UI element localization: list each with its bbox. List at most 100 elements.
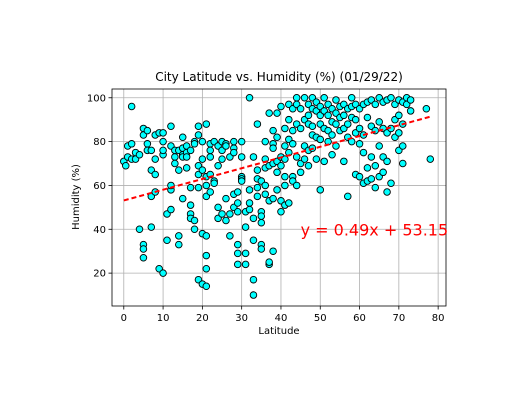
data-point [387, 179, 395, 188]
data-point [367, 153, 376, 161]
data-point [395, 129, 403, 137]
data-point [249, 291, 258, 299]
data-point [182, 164, 191, 172]
data-point [139, 254, 148, 262]
data-point [210, 179, 218, 188]
data-point [277, 161, 285, 170]
data-point [281, 124, 289, 133]
data-point [222, 216, 230, 225]
data-point [316, 186, 325, 194]
data-point [344, 120, 352, 128]
data-point [186, 146, 195, 155]
data-point [422, 104, 431, 113]
data-point [257, 212, 266, 220]
data-point [281, 155, 289, 163]
data-point [273, 133, 281, 141]
x-tick-label: 60 [353, 313, 366, 324]
data-point [304, 111, 313, 120]
data-point [182, 153, 191, 161]
data-point [277, 102, 285, 111]
data-point [143, 140, 152, 148]
data-point [151, 155, 159, 163]
data-point [406, 107, 415, 115]
data-point [171, 153, 179, 161]
data-point [285, 199, 293, 207]
data-point [218, 155, 226, 163]
regression-line-path [123, 115, 431, 202]
x-tick-label: 40 [275, 313, 288, 324]
y-axis-ticks: 20 40 60 80 100 [87, 93, 112, 280]
data-point [206, 153, 214, 161]
y-tick-label: 40 [93, 225, 106, 236]
data-point [292, 94, 301, 102]
x-tick-label: 10 [157, 313, 170, 324]
data-point [175, 240, 183, 249]
data-point [406, 96, 415, 104]
data-point [289, 126, 297, 135]
data-point [269, 247, 277, 255]
data-point [190, 140, 199, 148]
data-point [269, 126, 277, 135]
data-point [167, 122, 175, 131]
data-point [281, 181, 289, 190]
data-point [296, 124, 305, 133]
data-point [202, 251, 211, 260]
data-point [237, 137, 246, 146]
data-point [367, 175, 376, 183]
x-tick-label: 70 [392, 313, 405, 324]
data-point [249, 214, 258, 223]
data-point [269, 194, 277, 203]
data-point [253, 120, 262, 128]
data-point [273, 186, 281, 194]
x-axis-ticks: 0 10 20 30 40 50 60 70 80 [121, 306, 445, 324]
data-point [249, 153, 258, 161]
data-point [186, 201, 195, 209]
data-point [163, 236, 171, 244]
data-point [198, 137, 207, 146]
data-point [245, 186, 254, 194]
data-point [237, 153, 246, 161]
x-tick-label: 30 [235, 313, 248, 324]
data-point [214, 203, 222, 212]
data-point [127, 102, 136, 111]
data-point [304, 161, 313, 170]
data-point [257, 245, 266, 253]
data-point [190, 225, 199, 234]
regression-equation: y = 0.49x + 53.15 [301, 220, 449, 239]
data-point [355, 124, 364, 133]
data-point [379, 168, 387, 177]
data-point [285, 115, 293, 124]
data-point [312, 155, 321, 163]
data-point [147, 146, 156, 155]
data-point [171, 159, 179, 168]
data-point [249, 275, 258, 284]
data-point [202, 282, 211, 291]
data-point [226, 232, 234, 240]
data-point [340, 157, 348, 166]
data-point [371, 161, 380, 170]
data-point [273, 109, 281, 117]
data-point [202, 232, 211, 240]
data-point [233, 188, 242, 196]
data-point [320, 94, 328, 102]
x-axis-label: Latitude [258, 326, 299, 337]
data-point [273, 168, 281, 177]
data-point [296, 104, 305, 113]
data-point [233, 240, 242, 249]
data-point [241, 249, 250, 258]
plot-frame [111, 88, 447, 307]
data-point [151, 170, 159, 179]
data-point [328, 131, 336, 139]
y-tick-label: 60 [93, 181, 106, 192]
data-point [296, 168, 305, 177]
data-point [351, 115, 360, 124]
data-point [198, 166, 207, 174]
data-point [265, 258, 273, 266]
data-point [226, 210, 234, 218]
data-point [387, 94, 395, 102]
data-point [175, 166, 183, 174]
data-point [399, 159, 407, 168]
data-point [281, 172, 289, 181]
x-tick-label: 80 [432, 313, 445, 324]
data-point [122, 161, 130, 170]
